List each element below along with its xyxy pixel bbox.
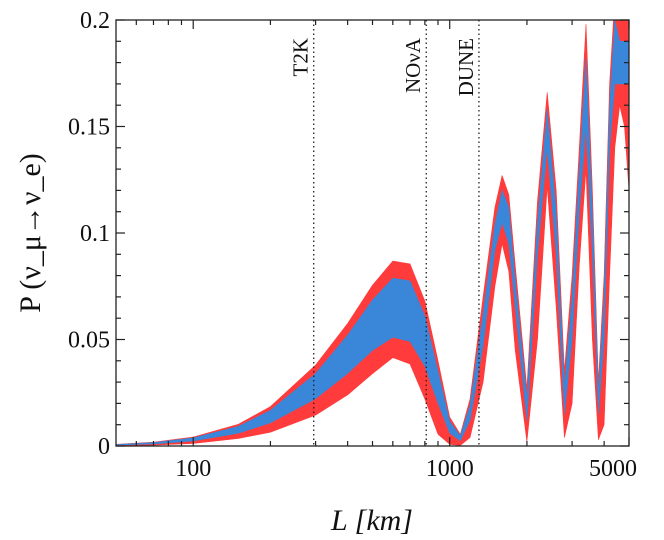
x-tick-label: 100 (175, 456, 211, 482)
baseline-label-t2k: T2K (289, 38, 313, 77)
probability-bands (116, 20, 629, 446)
axis-tick-labels: 100 1000 5000 0 0.05 0.1 0.15 0.2 (68, 8, 637, 482)
x-tick-label: 5000 (589, 456, 637, 482)
y-axis-title: P (ν_μ→ν_e) (14, 153, 47, 313)
x-tick-label: 1000 (426, 456, 474, 482)
y-tick-label: 0.15 (68, 115, 110, 141)
baseline-label-dune: DUNE (454, 38, 478, 96)
experiment-baselines: T2K NOνA DUNE (289, 20, 480, 446)
axis-ticks (116, 19, 630, 447)
baseline-label-noνa: NOνA (401, 37, 425, 93)
band-outer (116, 20, 629, 446)
x-axis-title: L [km] (330, 504, 413, 537)
y-tick-label: 0 (98, 434, 110, 460)
y-tick-label: 0.1 (80, 221, 110, 247)
y-tick-label: 0.2 (80, 8, 110, 34)
y-tick-label: 0.05 (68, 328, 110, 354)
band-inner (116, 20, 629, 446)
